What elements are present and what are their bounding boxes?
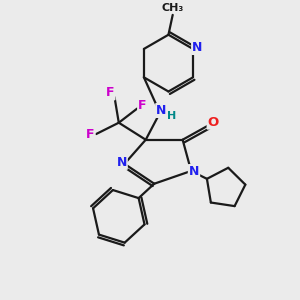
Text: N: N <box>156 104 167 117</box>
Text: F: F <box>86 128 95 141</box>
Text: F: F <box>106 86 115 99</box>
Text: F: F <box>138 99 147 112</box>
Text: N: N <box>189 165 199 178</box>
Text: H: H <box>167 111 176 121</box>
Text: N: N <box>192 41 202 54</box>
Text: N: N <box>116 156 127 169</box>
Text: CH₃: CH₃ <box>162 3 184 13</box>
Text: O: O <box>208 116 219 129</box>
